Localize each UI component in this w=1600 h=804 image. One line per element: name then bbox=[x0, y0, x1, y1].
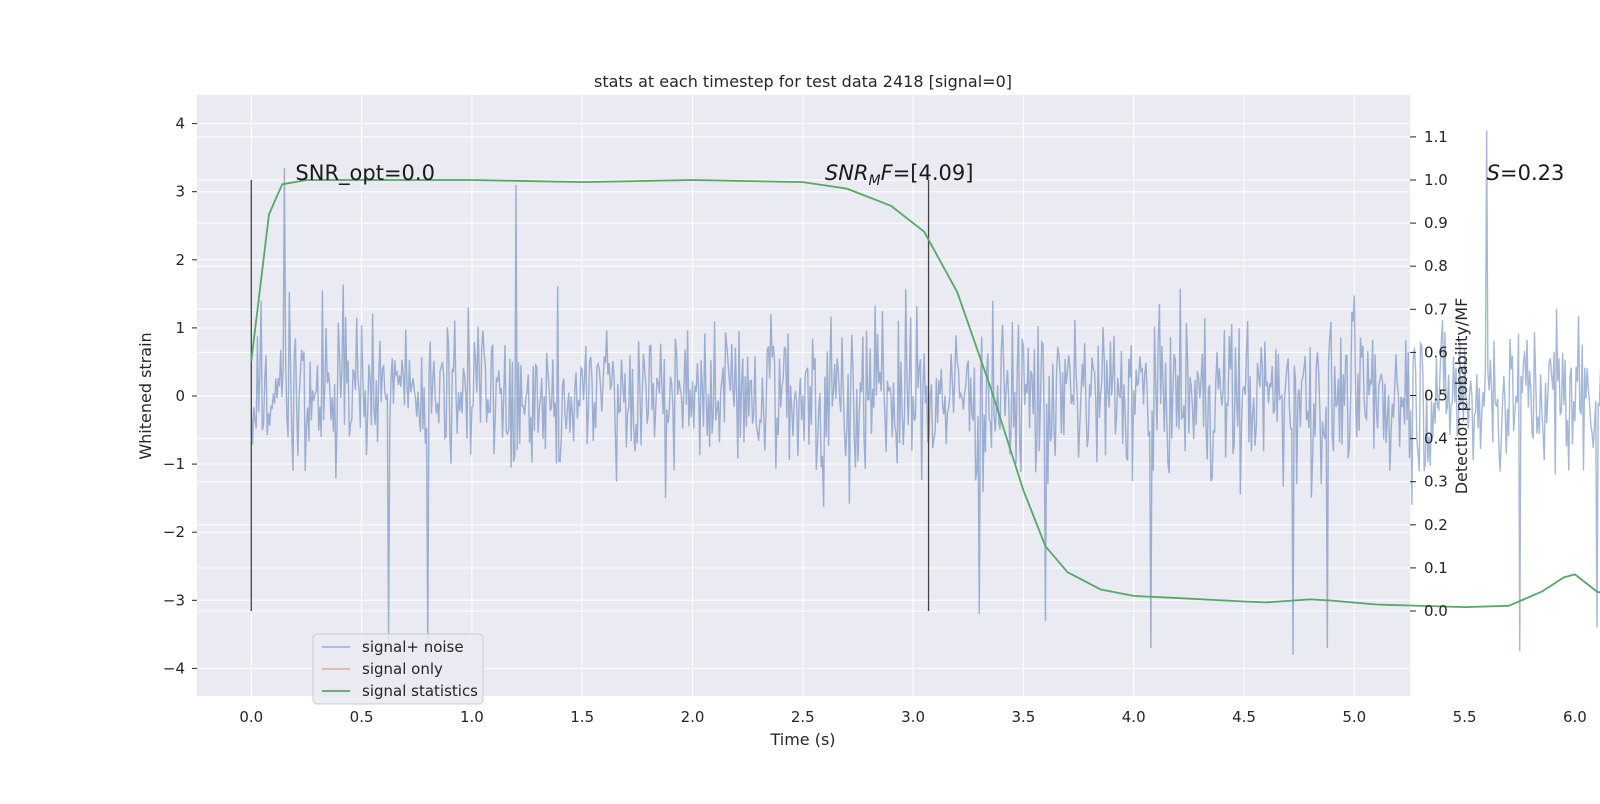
y-tick-label: −3 bbox=[163, 591, 185, 609]
annotation: SNR_opt=0.0 bbox=[295, 161, 435, 186]
x-tick-label: 4.0 bbox=[1122, 708, 1146, 726]
signal-noise-line bbox=[250, 130, 1600, 655]
y2-tick-label: 0.6 bbox=[1424, 343, 1448, 361]
legend-label-stats: signal statistics bbox=[362, 682, 478, 700]
y2-tick-label: 1.1 bbox=[1424, 128, 1448, 146]
y-tick-label: 3 bbox=[175, 183, 185, 201]
signal-noise-series bbox=[250, 130, 1600, 655]
x-tick-label: 3.5 bbox=[1011, 708, 1035, 726]
x-tick-label: 4.5 bbox=[1232, 708, 1256, 726]
y2-tick-label: 0.5 bbox=[1424, 387, 1448, 405]
marker-lines bbox=[250, 180, 930, 611]
x-tick-label: 1.0 bbox=[460, 708, 484, 726]
annotation: SNRMF=[4.09] bbox=[825, 161, 974, 189]
y2-tick-label: 0.3 bbox=[1424, 473, 1448, 491]
signal-statistics-series bbox=[250, 179, 1600, 609]
x-tick-label: 5.5 bbox=[1453, 708, 1477, 726]
annotation: S=0.23 bbox=[1487, 161, 1565, 185]
x-tick-label: 5.0 bbox=[1342, 708, 1366, 726]
grid bbox=[197, 95, 1576, 696]
y2-tick-label: 0.4 bbox=[1424, 430, 1448, 448]
y-tick-label: 4 bbox=[175, 115, 185, 133]
y-tick-label: −2 bbox=[163, 523, 185, 541]
y2-axis-label: Detection probability/MF bbox=[1452, 298, 1471, 495]
y-tick-label: 2 bbox=[175, 251, 185, 269]
signal-statistics-line bbox=[250, 179, 1600, 609]
x-tick-label: 0.0 bbox=[239, 708, 263, 726]
y-tick-labels: 4 3 2 1 0 −1 −2 −3 −4 bbox=[163, 115, 197, 677]
legend-label-signal: signal only bbox=[362, 660, 443, 678]
y-tick-label: 1 bbox=[175, 319, 185, 337]
legend: signal+ noise signal only signal statist… bbox=[312, 633, 484, 705]
x-tick-label: 6.0 bbox=[1563, 708, 1587, 726]
x-tick-label: 0.5 bbox=[350, 708, 374, 726]
y2-tick-label: 0.2 bbox=[1424, 516, 1448, 534]
y2-tick-labels: 1.1 1.0 0.9 0.8 0.7 0.6 0.5 0.4 0.3 0.2 0.1 0.0 bbox=[1410, 128, 1448, 620]
y2-tick-label: 0.8 bbox=[1424, 257, 1448, 275]
x-axis-label: Time (s) bbox=[769, 730, 835, 749]
y2-tick-label: 1.0 bbox=[1424, 171, 1448, 189]
x-tick-label: 1.5 bbox=[570, 708, 594, 726]
y-tick-label: −1 bbox=[163, 455, 185, 473]
y-axis-label: Whitened strain bbox=[136, 332, 155, 459]
y2-tick-label: 0.1 bbox=[1424, 559, 1448, 577]
x-tick-labels: 0.00.51.01.52.02.53.03.54.04.55.05.56.06… bbox=[239, 708, 1587, 726]
chart-title: stats at each timestep for test data 241… bbox=[594, 72, 1012, 91]
legend-label-noise: signal+ noise bbox=[362, 638, 464, 656]
y2-tick-label: 0.9 bbox=[1424, 214, 1448, 232]
y-tick-label: 0 bbox=[175, 387, 185, 405]
x-tick-label: 2.0 bbox=[681, 708, 705, 726]
legend-box bbox=[312, 633, 484, 705]
y2-tick-label: 0.7 bbox=[1424, 300, 1448, 318]
x-tick-label: 2.5 bbox=[791, 708, 815, 726]
y-tick-label: −4 bbox=[163, 659, 185, 677]
x-tick-label: 3.0 bbox=[901, 708, 925, 726]
y2-tick-label: 0.0 bbox=[1424, 602, 1448, 620]
